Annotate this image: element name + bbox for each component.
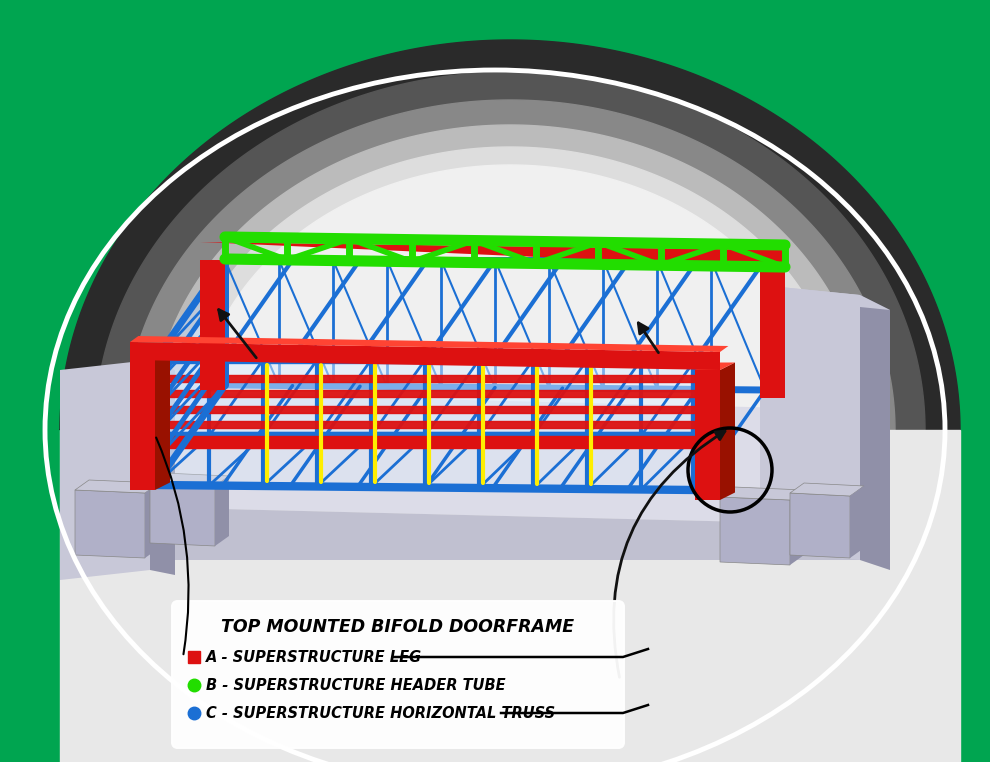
Text: B - SUPERSTRUCTURE HEADER TUBE: B - SUPERSTRUCTURE HEADER TUBE: [206, 677, 506, 693]
Polygon shape: [95, 72, 925, 430]
FancyBboxPatch shape: [172, 601, 624, 748]
Polygon shape: [130, 360, 155, 490]
Polygon shape: [760, 268, 785, 398]
Polygon shape: [75, 480, 159, 493]
Polygon shape: [790, 483, 864, 496]
Polygon shape: [75, 490, 145, 558]
Polygon shape: [790, 493, 850, 558]
Polygon shape: [152, 125, 868, 430]
Polygon shape: [195, 165, 825, 430]
Polygon shape: [200, 242, 785, 268]
Polygon shape: [760, 285, 860, 560]
Polygon shape: [155, 436, 695, 490]
Polygon shape: [60, 390, 870, 525]
Polygon shape: [130, 353, 170, 360]
Polygon shape: [150, 360, 175, 575]
Polygon shape: [155, 260, 225, 485]
Polygon shape: [155, 375, 695, 383]
Polygon shape: [200, 260, 225, 390]
Polygon shape: [155, 360, 695, 436]
Polygon shape: [760, 285, 890, 310]
Polygon shape: [215, 476, 229, 546]
Polygon shape: [720, 487, 804, 500]
Polygon shape: [150, 473, 229, 486]
Polygon shape: [695, 363, 735, 370]
Polygon shape: [720, 497, 790, 565]
Polygon shape: [155, 421, 695, 427]
Polygon shape: [155, 405, 695, 412]
Polygon shape: [155, 353, 170, 490]
Polygon shape: [155, 390, 695, 398]
Polygon shape: [125, 100, 895, 430]
Polygon shape: [720, 363, 735, 500]
Polygon shape: [860, 295, 890, 570]
Text: A - SUPERSTRUCTURE LEG: A - SUPERSTRUCTURE LEG: [206, 649, 422, 664]
Polygon shape: [60, 40, 960, 430]
Polygon shape: [130, 342, 720, 370]
Polygon shape: [695, 370, 720, 500]
Polygon shape: [850, 486, 864, 558]
Polygon shape: [145, 483, 159, 558]
Polygon shape: [155, 436, 695, 448]
Text: C - SUPERSTRUCTURE HORIZONTAL TRUSS: C - SUPERSTRUCTURE HORIZONTAL TRUSS: [206, 706, 555, 721]
Polygon shape: [175, 147, 845, 430]
Polygon shape: [130, 336, 729, 352]
Polygon shape: [790, 490, 804, 565]
Text: TOP MOUNTED BIFOLD DOORFRAME: TOP MOUNTED BIFOLD DOORFRAME: [222, 618, 574, 636]
Polygon shape: [150, 483, 215, 546]
Polygon shape: [60, 505, 870, 560]
Polygon shape: [60, 430, 960, 762]
Polygon shape: [60, 360, 150, 580]
